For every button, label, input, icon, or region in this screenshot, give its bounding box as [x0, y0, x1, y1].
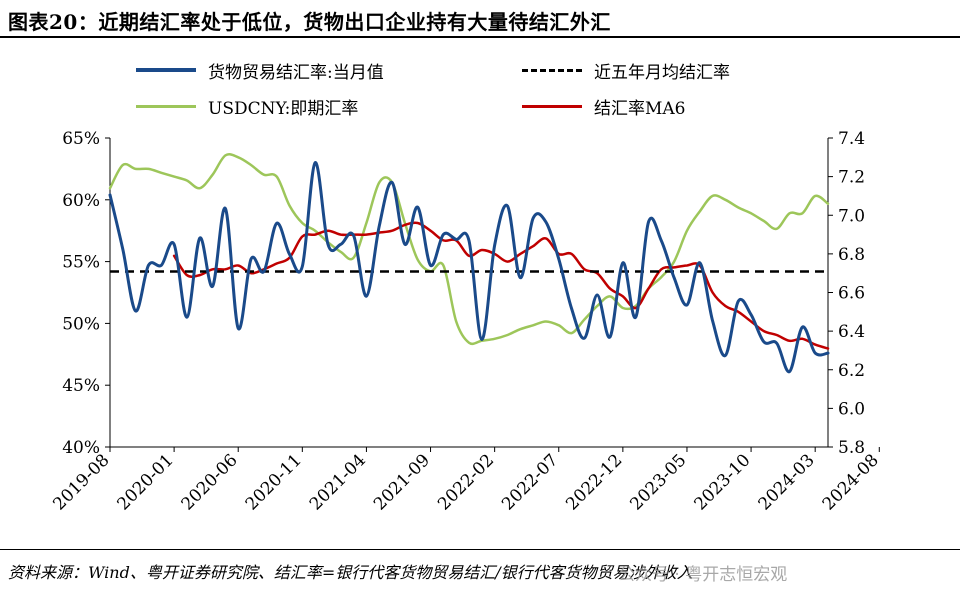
y-right-tick-label: 7.4 [838, 129, 865, 149]
x-tick-label: 2020-01 [114, 450, 178, 514]
series-line-green [108, 152, 830, 346]
y-right-tick-label: 6.0 [838, 399, 865, 419]
x-tick-label: 2019-08 [49, 450, 113, 514]
legend-swatch-red [522, 104, 582, 108]
x-tick-label: 2020-06 [178, 450, 242, 514]
x-tick-label: 2024-08 [819, 450, 883, 514]
series-line-red [172, 221, 830, 350]
x-tick-label: 2023-10 [691, 450, 755, 514]
y-right-tick-label: 7.0 [838, 206, 865, 226]
x-tick-label: 2021-09 [370, 450, 434, 514]
legend-swatch-black [522, 68, 582, 72]
legend-swatch-blue [136, 68, 196, 72]
legend-item-blue: 货物贸易结汇率:当月值 [136, 58, 384, 83]
legend-label-black: 近五年月均结汇率 [594, 62, 730, 83]
x-tick-label: 2023-05 [626, 450, 690, 514]
y-left-tick-label: 45% [62, 376, 100, 396]
y-right-tick-label: 7.2 [838, 168, 865, 188]
legend-item-green: USDCNY:即期汇率 [136, 94, 359, 119]
y-left-tick-label: 55% [62, 253, 100, 273]
y-left-tick-label: 50% [62, 314, 100, 334]
y-right-tick-label: 6.2 [838, 361, 865, 381]
legend-item-black: 近五年月均结汇率 [522, 58, 730, 83]
title-rule [0, 36, 960, 38]
source-rule [0, 549, 960, 550]
legend-item-red: 结汇率MA6 [522, 94, 686, 119]
y-right-tick-label: 6.6 [838, 284, 865, 304]
y-right-tick-label: 6.4 [838, 322, 865, 342]
x-tick-label: 2021-04 [306, 450, 370, 514]
y-right-tick-label: 6.8 [838, 245, 865, 265]
watermark-text: 公众号 · 粤开志恒宏观 [618, 565, 788, 585]
source-note: 资料来源：Wind、粤开证券研究院、结汇率=银行代客货物贸易结汇/银行代客货物贸… [8, 563, 693, 582]
series-line-blue [108, 161, 830, 374]
y-left-tick-label: 60% [62, 191, 100, 211]
x-tick-label: 2024-03 [755, 450, 819, 514]
legend-label-blue: 货物贸易结汇率:当月值 [208, 62, 384, 83]
chart-title: 图表20：近期结汇率处于低位，货物出口企业持有大量待结汇外汇 [8, 10, 611, 34]
legend-label-green: USDCNY:即期汇率 [208, 98, 359, 119]
y-right-tick-label: 5.8 [838, 438, 865, 458]
x-tick-label: 2022-12 [562, 450, 626, 514]
legend-swatch-green [136, 104, 196, 108]
x-tick-label: 2022-02 [434, 450, 498, 514]
legend-label-red: 结汇率MA6 [594, 98, 686, 119]
x-tick-label: 2022-07 [498, 450, 562, 514]
x-tick-label: 2020-11 [242, 450, 306, 514]
y-left-tick-label: 65% [62, 129, 100, 149]
y-left-tick-label: 40% [62, 438, 100, 458]
